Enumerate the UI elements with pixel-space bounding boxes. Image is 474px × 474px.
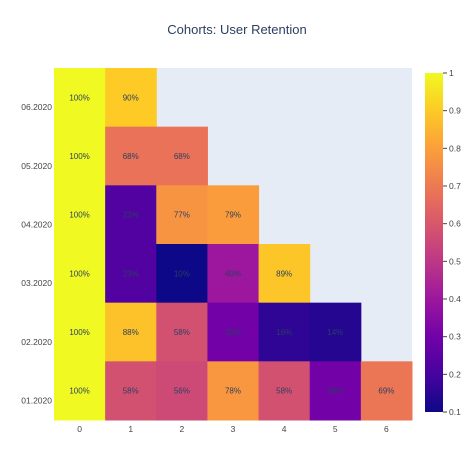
- x-tick-label: 6: [384, 424, 389, 434]
- cell-value-label: 68%: [123, 152, 139, 161]
- heatmap-cells: [54, 68, 413, 421]
- cell-value-label: 88%: [123, 328, 139, 337]
- colorbar-tick-label: 1: [449, 68, 454, 78]
- heatmap-cell[interactable]: [105, 126, 157, 186]
- x-tick-label: 5: [333, 424, 338, 434]
- y-tick-label: 06.2020: [21, 102, 52, 112]
- y-tick-label: 05.2020: [21, 161, 52, 171]
- cell-value-label: 30%: [327, 387, 343, 396]
- heatmap-cell[interactable]: [156, 185, 208, 245]
- colorbar-tick-label: 0.1: [449, 407, 461, 417]
- heatmap-cell[interactable]: [54, 361, 106, 421]
- cell-value-label: 77%: [174, 211, 190, 220]
- x-tick-label: 1: [128, 424, 133, 434]
- cell-value-label: 100%: [69, 93, 89, 102]
- heatmap-cell[interactable]: [309, 361, 362, 421]
- cell-value-label: 100%: [69, 328, 89, 337]
- heatmap-cell[interactable]: [54, 302, 106, 362]
- heatmap-cell-labels: 100% 90% 100% 68% 68% 100% 23% 77% 79% 100% 23% 10%…: [69, 93, 394, 395]
- cell-value-label: 58%: [174, 328, 190, 337]
- colorbar-tick-label: 0.7: [449, 181, 461, 191]
- cell-value-label: 14%: [327, 328, 343, 337]
- heatmap-cell[interactable]: [105, 244, 157, 304]
- colorbar-tick-label: 0.3: [449, 332, 461, 342]
- heatmap-cell[interactable]: [54, 126, 106, 186]
- cell-value-label: 100%: [69, 269, 89, 278]
- chart-title: Cohorts: User Retention: [167, 22, 306, 37]
- colorbar-gradient: [425, 73, 443, 412]
- heatmap-cell[interactable]: [207, 244, 260, 304]
- heatmap-cell[interactable]: [156, 302, 208, 362]
- heatmap-cell[interactable]: [360, 361, 413, 421]
- y-tick-label: 03.2020: [21, 278, 52, 288]
- x-tick-label: 2: [179, 424, 184, 434]
- heatmap-cell[interactable]: [105, 361, 157, 421]
- heatmap-cell[interactable]: [156, 244, 208, 304]
- cell-value-label: 40%: [225, 269, 241, 278]
- x-tick-label: 3: [231, 424, 236, 434]
- y-tick-label: 02.2020: [21, 337, 52, 347]
- cell-value-label: 78%: [225, 387, 241, 396]
- heatmap-cell[interactable]: [156, 361, 208, 421]
- colorbar-tick-label: 0.5: [449, 256, 461, 266]
- cell-value-label: 30%: [225, 328, 241, 337]
- cell-value-label: 68%: [174, 152, 190, 161]
- x-tick-label: 4: [282, 424, 287, 434]
- cell-value-label: 90%: [123, 93, 139, 102]
- cell-value-label: 58%: [276, 387, 292, 396]
- x-tick-label: 0: [77, 424, 82, 434]
- cell-value-label: 56%: [174, 387, 190, 396]
- cell-value-label: 79%: [225, 211, 241, 220]
- cell-value-label: 69%: [378, 387, 394, 396]
- heatmap-cell[interactable]: [207, 302, 260, 362]
- heatmap-cell[interactable]: [54, 68, 106, 128]
- colorbar-tick-label: 0.6: [449, 219, 461, 229]
- heatmap-cell[interactable]: [207, 185, 260, 245]
- cell-value-label: 100%: [69, 211, 89, 220]
- cell-value-label: 58%: [123, 387, 139, 396]
- colorbar-tick-label: 0.4: [449, 294, 461, 304]
- colorbar[interactable]: 0.1 0.2 0.3 0.4 0.5 0.6 0.7 0.8 0.9 1: [425, 68, 461, 417]
- y-tick-label: 04.2020: [21, 220, 52, 230]
- heatmap-cell[interactable]: [105, 185, 157, 245]
- cell-value-label: 10%: [174, 269, 190, 278]
- heatmap-cell[interactable]: [54, 244, 106, 304]
- heatmap-cell[interactable]: [54, 185, 106, 245]
- heatmap-cell[interactable]: [207, 361, 260, 421]
- cell-value-label: 89%: [276, 269, 292, 278]
- colorbar-tick-label: 0.9: [449, 106, 461, 116]
- y-axis-ticks: 01.2020 02.2020 03.2020 04.2020 05.2020 06.20…: [21, 102, 52, 405]
- cell-value-label: 100%: [69, 387, 89, 396]
- cell-value-label: 100%: [69, 152, 89, 161]
- heatmap-cell[interactable]: [258, 302, 311, 362]
- y-tick-label: 01.2020: [21, 396, 52, 406]
- heatmap-cell[interactable]: [156, 126, 208, 186]
- heatmap-cell[interactable]: [258, 244, 311, 304]
- colorbar-tick-label: 0.2: [449, 369, 461, 379]
- cell-value-label: 23%: [123, 269, 139, 278]
- heatmap-cell[interactable]: [105, 68, 157, 128]
- colorbar-tick-label: 0.8: [449, 143, 461, 153]
- cell-value-label: 23%: [123, 211, 139, 220]
- heatmap-cell[interactable]: [309, 302, 362, 362]
- heatmap-cell[interactable]: [105, 302, 157, 362]
- heatmap-cell[interactable]: [258, 361, 311, 421]
- x-axis-ticks: 0 1 2 3 4 5 6: [77, 424, 389, 434]
- cell-value-label: 16%: [276, 328, 292, 337]
